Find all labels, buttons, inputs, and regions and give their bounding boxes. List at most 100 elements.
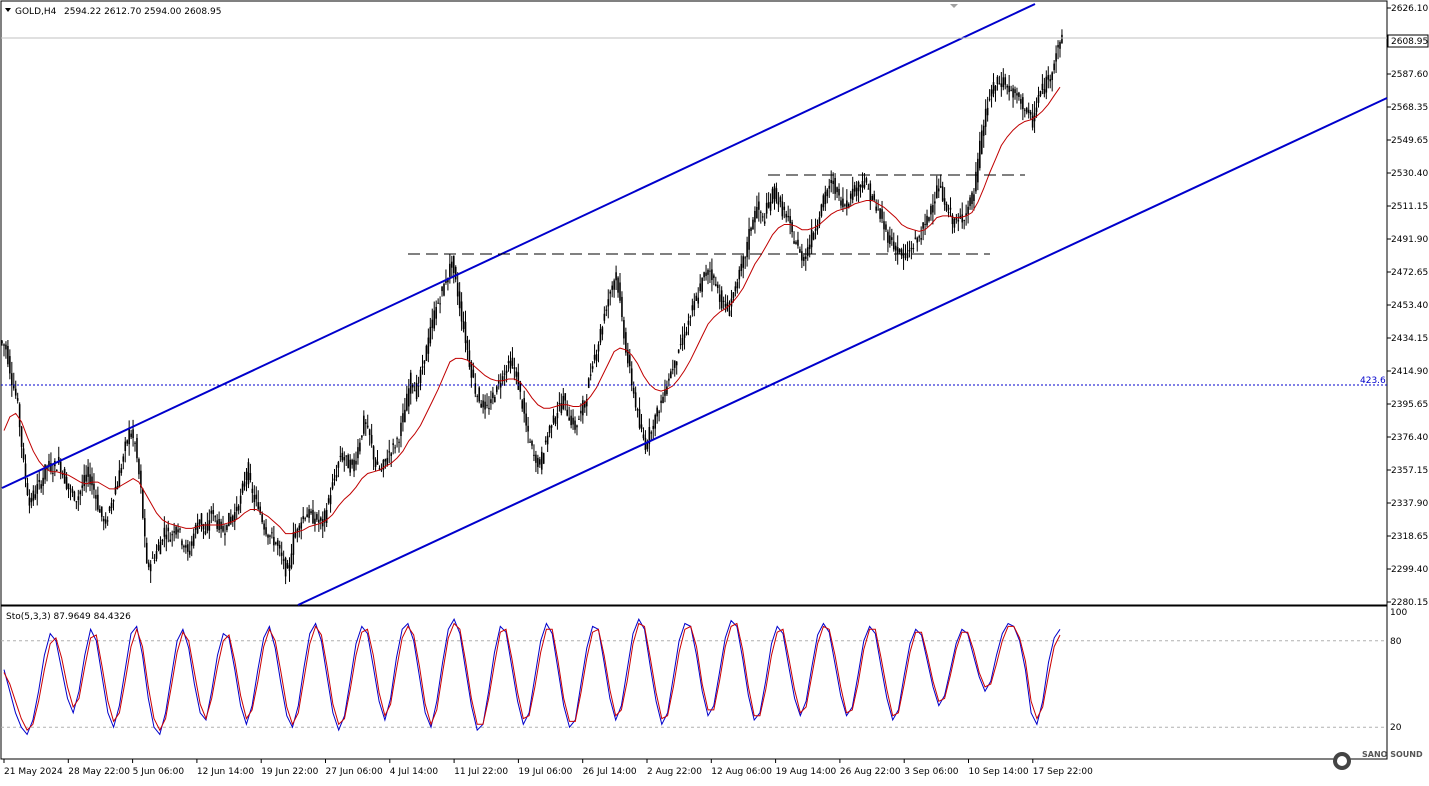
- candle-body: [846, 200, 848, 208]
- candle-body: [50, 463, 52, 472]
- candle-body: [668, 378, 670, 381]
- candle-body: [198, 519, 201, 524]
- candle-body: [454, 266, 457, 280]
- candle-body: [192, 533, 195, 546]
- time-tick-label: 5 Jun 06:00: [133, 767, 185, 777]
- candle-body: [574, 420, 576, 430]
- candle-body: [924, 223, 926, 225]
- candle-body: [1053, 63, 1055, 71]
- candle-body: [738, 269, 741, 280]
- candle-body: [967, 206, 969, 214]
- candle-body: [630, 368, 633, 386]
- candle-body: [969, 197, 971, 206]
- candle-body: [900, 249, 903, 256]
- candle-body: [908, 249, 911, 252]
- candle-body: [251, 488, 254, 494]
- candle-body: [648, 427, 651, 444]
- candle-body: [595, 354, 598, 361]
- candle-body: [232, 515, 234, 521]
- candle-body: [200, 513, 203, 526]
- candle-body: [335, 474, 338, 478]
- price-tick-label: 2280.15: [1391, 598, 1428, 608]
- candle-body: [1041, 83, 1044, 90]
- candles-layer: [1, 29, 1063, 585]
- candle-body: [652, 425, 655, 429]
- candle-body: [63, 468, 66, 484]
- candle-body: [42, 477, 44, 486]
- candle-body: [701, 277, 703, 292]
- candle-body: [93, 483, 95, 490]
- candle-body: [889, 235, 891, 245]
- candle-body: [118, 470, 121, 488]
- candle-body: [361, 435, 363, 438]
- candle-body: [1059, 42, 1061, 49]
- candle-body: [99, 509, 101, 513]
- candle-body: [951, 215, 954, 225]
- candle-body: [896, 247, 899, 255]
- candle-body: [376, 461, 379, 465]
- candle-body: [566, 409, 568, 416]
- candle-body: [628, 355, 631, 367]
- candle-body: [388, 451, 391, 453]
- candle-body: [339, 455, 342, 457]
- candle-body: [699, 283, 701, 291]
- candle-body: [914, 237, 917, 239]
- shift-marker-icon[interactable]: [950, 4, 958, 8]
- candle-body: [1037, 95, 1040, 103]
- candle-body: [87, 466, 89, 477]
- candle-body: [263, 523, 265, 530]
- candle-body: [677, 349, 680, 353]
- price-tick-label: 2299.40: [1391, 565, 1428, 575]
- candle-body: [445, 280, 447, 283]
- candle-body: [910, 247, 913, 250]
- candle-body: [791, 222, 793, 233]
- candle-body: [740, 263, 743, 271]
- candle-body: [979, 140, 981, 169]
- candle-body: [5, 344, 7, 350]
- candle-body: [18, 404, 21, 428]
- candle-body: [7, 345, 9, 365]
- candle-body: [496, 386, 498, 393]
- candle-body: [525, 413, 527, 426]
- candle-body: [368, 429, 371, 436]
- candle-body: [793, 241, 795, 244]
- candle-body: [59, 461, 62, 474]
- price-tick-label: 2395.65: [1391, 400, 1428, 410]
- candle-body: [224, 533, 226, 536]
- candle-body: [879, 208, 881, 219]
- symbol-dropdown-icon[interactable]: [5, 8, 11, 12]
- candle-body: [73, 491, 76, 501]
- candle-body: [627, 349, 629, 364]
- candle-body: [44, 464, 46, 480]
- candle-body: [603, 313, 606, 321]
- candle-body: [535, 454, 537, 463]
- time-tick-label: 21 May 2024: [4, 767, 63, 777]
- candle-body: [364, 422, 367, 425]
- candle-body: [713, 275, 715, 278]
- candle-body: [990, 89, 993, 97]
- candle-body: [325, 509, 328, 523]
- channel-lower-line: [297, 97, 1388, 606]
- candle-body: [366, 425, 369, 428]
- candle-body: [1020, 99, 1022, 104]
- watermark-logo: SANO SOUND: [1333, 750, 1423, 770]
- candle-body: [851, 188, 854, 200]
- candle-body: [144, 518, 146, 537]
- candle-body: [742, 256, 744, 268]
- price-tick-label: 2337.90: [1391, 499, 1428, 509]
- candle-body: [431, 319, 434, 328]
- candle-body: [539, 459, 541, 465]
- candle-body: [183, 545, 185, 548]
- candle-body: [429, 326, 432, 344]
- candle-body: [259, 506, 261, 514]
- candle-body: [318, 519, 320, 523]
- candle-body: [675, 361, 678, 366]
- candle-body: [95, 495, 97, 499]
- candle-body: [898, 248, 901, 252]
- candle-body: [265, 527, 267, 535]
- candle-body: [390, 453, 392, 456]
- candle-body: [134, 442, 136, 444]
- candle-body: [1008, 85, 1010, 93]
- candle-body: [34, 494, 37, 499]
- candle-body: [736, 282, 739, 289]
